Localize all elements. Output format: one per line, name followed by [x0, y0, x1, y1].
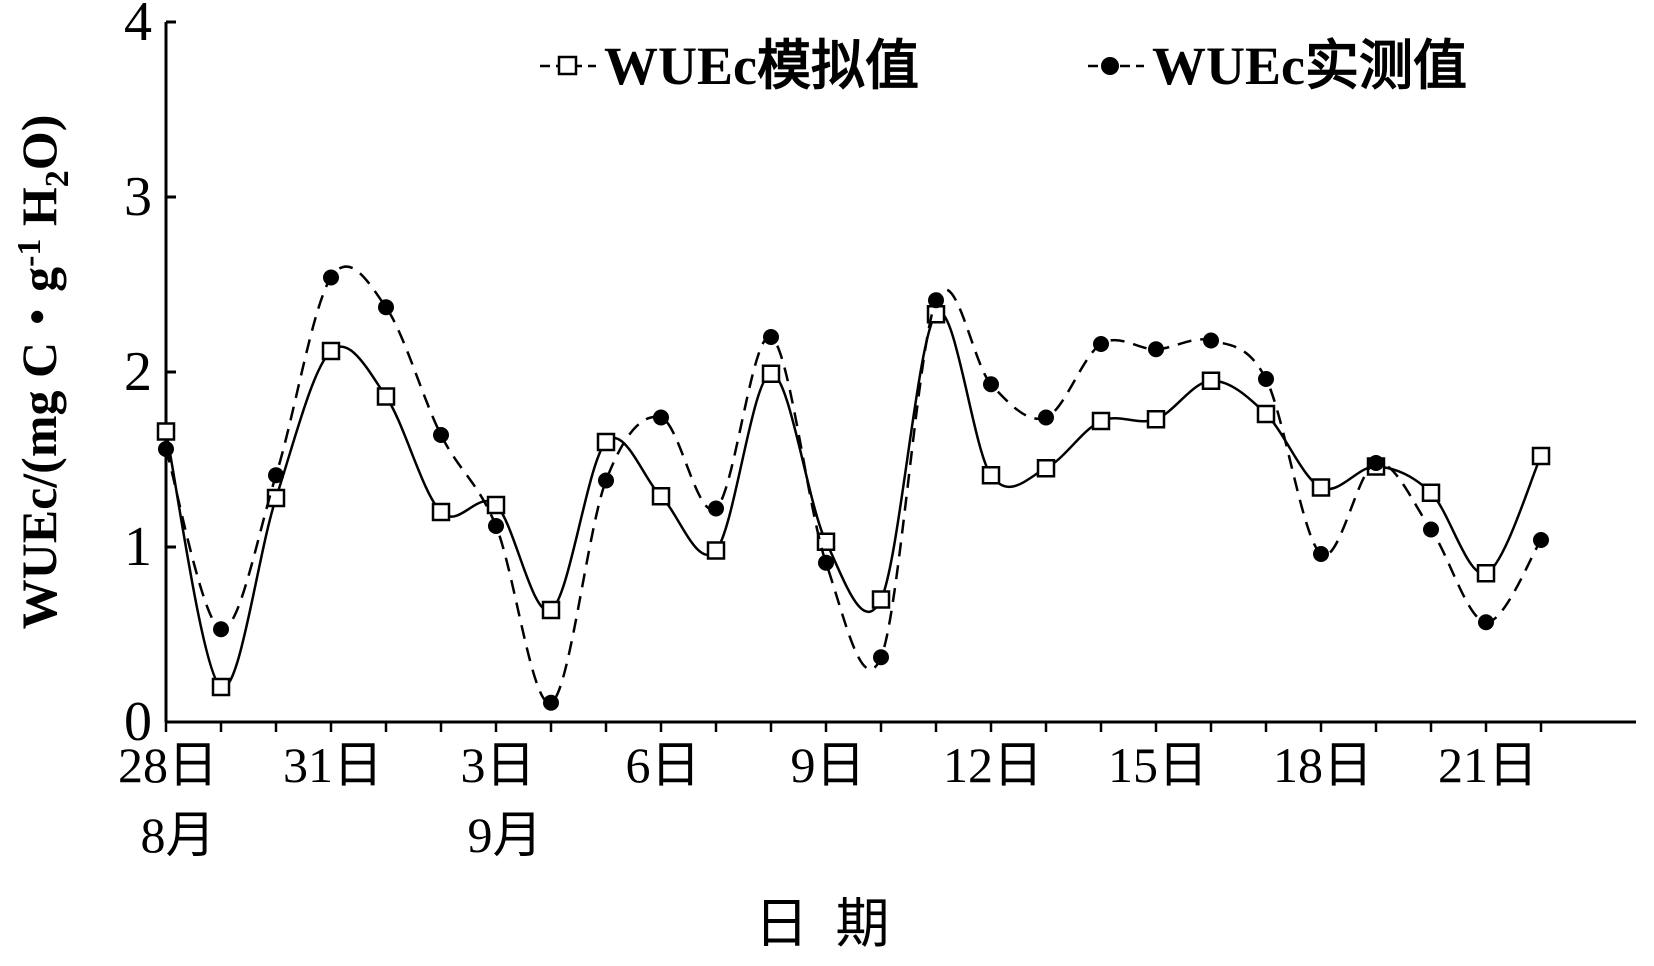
- data-point-simulated: [1091, 411, 1111, 431]
- data-point-measured: [1478, 614, 1494, 631]
- x-tick-label: 18日: [1273, 737, 1373, 793]
- data-point-simulated: [1036, 459, 1056, 478]
- series-line-measured: [164, 265, 1543, 705]
- x-tick-label: 15日: [1108, 737, 1208, 793]
- data-point-simulated: [376, 387, 396, 406]
- legend-item-measured: WUEc实测值: [1088, 36, 1467, 96]
- plot-area: 0 1 2 3 4 28日 31日 3日 6日 9日 12日 15日 18日 21日: [118, 0, 1636, 793]
- data-point-measured: [708, 500, 724, 517]
- data-point-simulated: [1531, 446, 1551, 466]
- data-point-simulated: [1201, 371, 1221, 390]
- legend: WUEc模拟值 WUEc实测值: [540, 36, 1467, 96]
- data-point-measured: [1038, 409, 1054, 426]
- legend-item-simulated: WUEc模拟值: [540, 36, 919, 96]
- data-point-simulated: [596, 432, 616, 452]
- data-point-measured: [1093, 336, 1109, 352]
- data-point-measured: [158, 441, 174, 457]
- legend-square-marker-icon: [557, 55, 578, 76]
- x-tick-label: 28日: [118, 737, 218, 793]
- data-point-measured: [213, 621, 229, 638]
- y-axis-title-o: O): [11, 115, 67, 171]
- data-point-simulated: [761, 364, 781, 383]
- data-point-measured: [818, 554, 834, 571]
- data-point-measured: [653, 409, 669, 426]
- series-measured: [158, 265, 1549, 711]
- data-point-simulated: [266, 488, 286, 508]
- series-line-simulated: [164, 311, 1543, 689]
- y-axis-title-superscript: -1: [11, 239, 48, 267]
- x-tick-label: 31日: [283, 737, 383, 793]
- data-point-measured: [1313, 546, 1329, 562]
- data-point-measured: [1533, 532, 1549, 548]
- data-point-simulated: [156, 422, 176, 441]
- y-axis-title-subscript: 2: [39, 170, 76, 187]
- data-point-simulated: [1311, 478, 1331, 497]
- month-label-sep: 9月: [468, 807, 543, 863]
- x-tick-label: 12日: [943, 737, 1043, 793]
- data-point-simulated: [871, 590, 891, 609]
- legend-circle-marker-icon: [1101, 57, 1119, 75]
- data-point-measured: [873, 649, 889, 666]
- y-tick-label: 4: [124, 0, 152, 53]
- data-point-measured: [1368, 455, 1384, 471]
- x-tick-label: 21日: [1438, 737, 1538, 793]
- data-point-measured: [598, 472, 614, 489]
- x-axis-title: 日 期: [755, 894, 890, 954]
- data-point-measured: [1423, 521, 1439, 538]
- data-point-measured: [378, 299, 394, 316]
- y-tick-label: 1: [124, 516, 152, 578]
- x-tick-label: 9日: [791, 737, 866, 793]
- x-axis-ticks: 28日 31日 3日 6日 9日 12日 15日 18日 21日: [118, 722, 1543, 793]
- data-point-simulated: [706, 541, 726, 560]
- y-axis-title-main: WUEc/(mg C・g: [11, 267, 67, 629]
- y-tick-label: 2: [124, 341, 152, 403]
- data-point-simulated: [211, 677, 231, 697]
- data-point-simulated: [981, 466, 1001, 485]
- series-simulated: [156, 305, 1551, 697]
- data-point-measured: [543, 694, 559, 711]
- data-point-simulated: [431, 502, 451, 522]
- y-axis-ticks: 0 1 2 3 4: [124, 0, 176, 753]
- data-point-measured: [1148, 341, 1164, 358]
- data-point-simulated: [651, 487, 671, 506]
- data-point-simulated: [1256, 404, 1276, 424]
- data-point-simulated: [541, 600, 561, 620]
- y-tick-label: 0: [124, 691, 152, 753]
- data-point-measured: [488, 518, 504, 534]
- data-point-simulated: [1476, 564, 1496, 583]
- series-layer: [156, 265, 1551, 711]
- x-tick-label: 6日: [626, 737, 701, 793]
- data-point-measured: [763, 329, 779, 345]
- y-tick-label: 3: [124, 166, 152, 228]
- y-axis-title: WUEc/(mg C・g-1 H2O): [11, 115, 76, 630]
- data-point-measured: [433, 427, 449, 443]
- data-point-simulated: [1146, 410, 1166, 429]
- x-tick-label: 3日: [461, 737, 536, 793]
- data-point-simulated: [321, 341, 341, 361]
- data-point-measured: [268, 467, 284, 484]
- data-point-measured: [928, 292, 944, 309]
- data-point-simulated: [486, 495, 506, 515]
- data-point-simulated: [816, 532, 836, 551]
- data-point-measured: [323, 269, 339, 286]
- legend-label-simulated: WUEc模拟值: [604, 36, 919, 96]
- data-point-measured: [1258, 371, 1274, 387]
- legend-label-measured: WUEc实测值: [1152, 36, 1467, 96]
- data-point-measured: [1203, 332, 1219, 349]
- month-label-aug: 8月: [141, 807, 216, 863]
- data-point-measured: [983, 376, 999, 393]
- data-point-simulated: [1421, 483, 1441, 502]
- y-axis-title-h: H: [11, 187, 67, 239]
